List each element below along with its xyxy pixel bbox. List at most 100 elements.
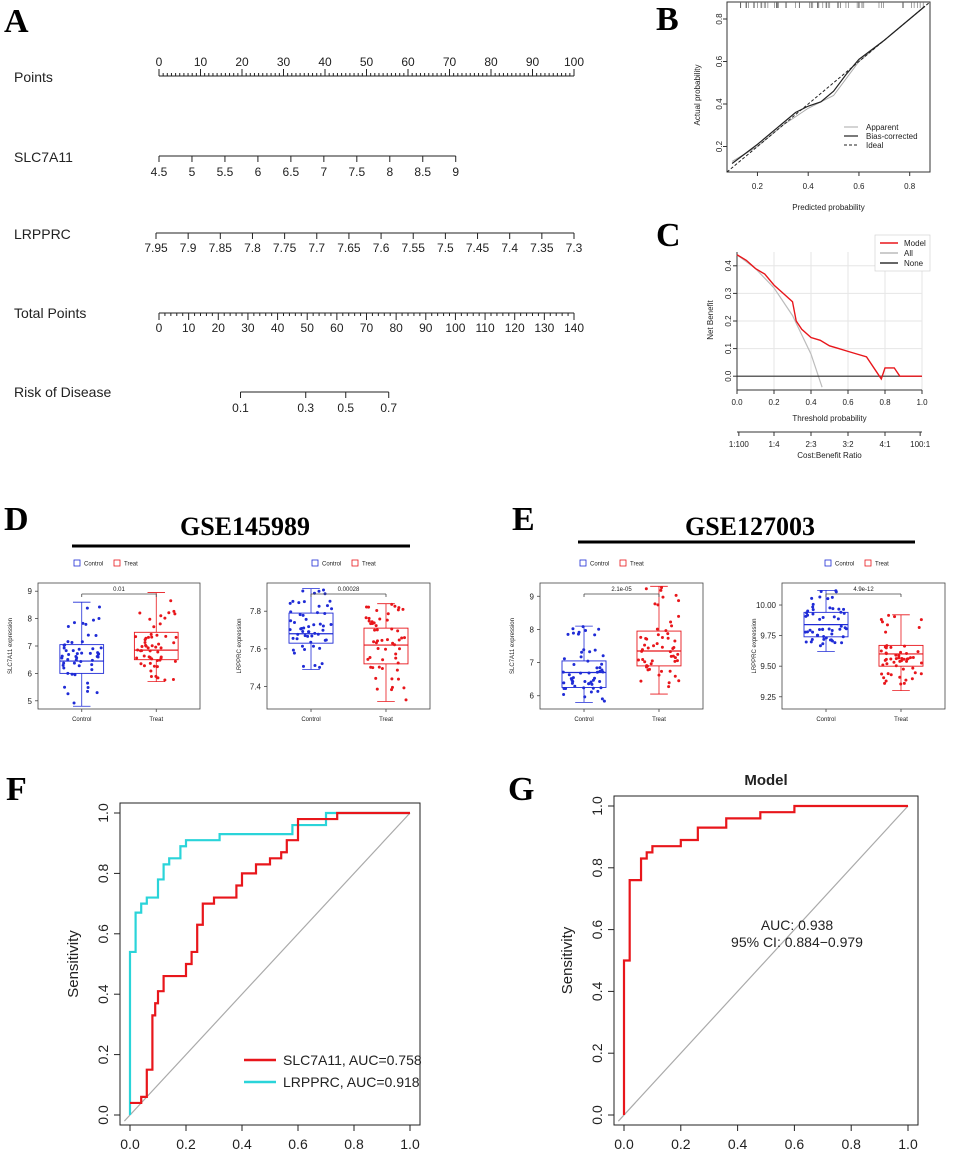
y-axis-label: Sensitivity — [559, 926, 576, 994]
y-tick-label: 0.2 — [589, 1043, 605, 1063]
data-point — [818, 644, 822, 648]
data-point — [321, 628, 325, 632]
y-tick-label: 9 — [530, 592, 535, 601]
data-point — [677, 679, 681, 683]
nomo-tick-label: 10 — [194, 55, 208, 69]
data-point — [639, 635, 643, 639]
data-point — [579, 671, 583, 675]
data-point — [822, 634, 826, 638]
data-point — [562, 693, 566, 697]
y-tick-label: 9.50 — [760, 662, 776, 671]
data-point — [919, 618, 923, 622]
data-point — [97, 605, 101, 609]
data-point — [901, 667, 905, 671]
data-point — [364, 616, 368, 620]
data-point — [70, 672, 74, 676]
data-point — [583, 680, 587, 684]
nomo-tick-label: 90 — [419, 321, 433, 335]
y-tick-label: 7 — [28, 642, 33, 651]
reference-diagonal — [617, 805, 909, 1122]
panel-letter-a: A — [4, 3, 29, 40]
nomo-tick-label: 40 — [318, 55, 332, 69]
data-point — [311, 644, 315, 648]
data-point — [154, 645, 158, 649]
data-point — [905, 651, 909, 655]
data-point — [673, 674, 677, 678]
data-point — [596, 689, 600, 693]
data-point — [313, 631, 317, 635]
x-tick-label: Treat — [894, 717, 908, 723]
data-point — [292, 621, 296, 625]
y-tick-label: 0.3 — [724, 287, 733, 299]
data-point — [135, 656, 139, 660]
data-point — [139, 662, 143, 666]
data-point — [155, 658, 159, 662]
nomo-tick-label: 6.5 — [283, 165, 300, 179]
data-point — [590, 682, 594, 686]
data-point — [826, 597, 830, 601]
data-point — [833, 641, 837, 645]
data-point — [655, 627, 659, 631]
data-point — [398, 647, 402, 651]
nomo-tick-label: 20 — [212, 321, 226, 335]
panel-letter-b: B — [656, 1, 679, 38]
data-point — [147, 655, 151, 659]
nomo-tick-label: 7.75 — [273, 241, 297, 255]
data-point — [580, 650, 584, 654]
x-tick-label: Control — [301, 717, 320, 723]
y-tick-label: 6 — [28, 669, 33, 678]
data-point — [150, 635, 154, 639]
data-point — [70, 640, 74, 644]
nomo-tick-label: 9 — [452, 165, 459, 179]
data-point — [291, 599, 295, 603]
roc-curve-model — [622, 804, 908, 1115]
legend-label: All — [904, 249, 913, 258]
data-point — [325, 604, 329, 608]
data-point — [842, 607, 846, 611]
box — [636, 630, 682, 667]
data-point — [579, 655, 583, 659]
data-point — [148, 649, 152, 653]
data-point — [884, 679, 888, 683]
y-tick-label: 0.4 — [589, 981, 605, 1001]
nomo-tick-label: 7.85 — [209, 241, 233, 255]
data-point — [84, 622, 88, 626]
data-point — [374, 624, 378, 628]
data-point — [659, 669, 663, 673]
y-tick-label: 8 — [28, 615, 33, 624]
nomo-row-label: SLC7A11 — [14, 149, 73, 165]
data-point — [291, 636, 295, 640]
pvalue-label: 2.1e-05 — [611, 587, 632, 593]
data-point — [149, 632, 153, 636]
data-point — [600, 662, 604, 666]
data-point — [917, 625, 921, 629]
data-point — [72, 661, 76, 665]
data-point — [367, 619, 371, 623]
data-point — [883, 645, 887, 649]
data-point — [910, 677, 914, 681]
y-axis-label: Net Benefit — [706, 299, 715, 339]
data-point — [889, 657, 893, 661]
data-point — [156, 676, 160, 680]
legend-label: Control — [590, 562, 609, 568]
data-point — [66, 692, 70, 696]
data-point — [62, 643, 66, 647]
nomo-tick-label: 0.1 — [232, 401, 249, 415]
data-point — [593, 633, 597, 637]
data-point — [806, 609, 810, 613]
nomo-tick-label: 0.5 — [337, 401, 354, 415]
data-point — [307, 625, 311, 629]
data-point — [583, 695, 587, 699]
data-point — [330, 607, 334, 611]
data-point — [905, 657, 909, 661]
data-point — [390, 627, 394, 631]
data-point — [380, 667, 384, 671]
roc-curve-lrpprc — [128, 811, 410, 1115]
data-point — [886, 672, 890, 676]
x2-tick-label: 100:1 — [910, 440, 931, 449]
data-point — [586, 659, 590, 663]
data-point — [143, 640, 147, 644]
data-point — [818, 595, 822, 599]
data-point — [670, 624, 674, 628]
x-tick-label: 0.6 — [785, 1136, 805, 1152]
